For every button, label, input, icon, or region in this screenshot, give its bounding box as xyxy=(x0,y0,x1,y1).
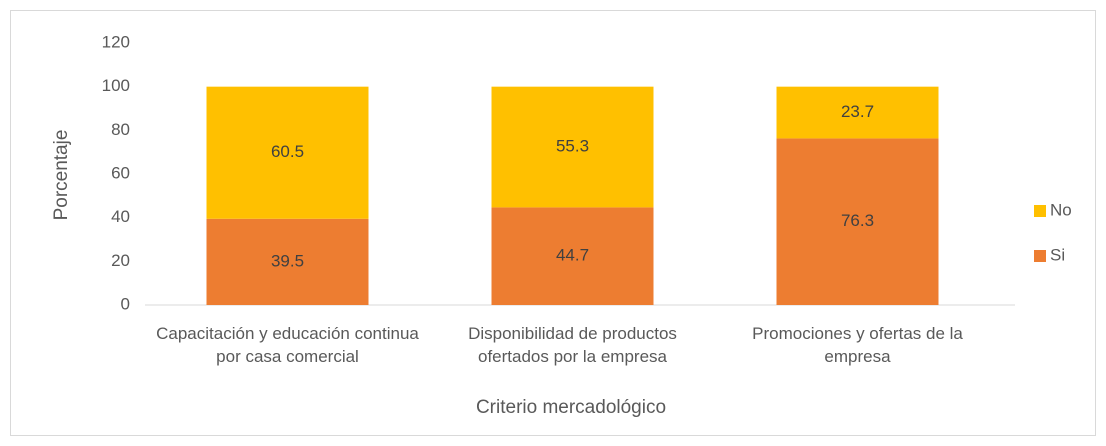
y-tick-label: 80 xyxy=(111,120,130,139)
data-label: 76.3 xyxy=(841,211,874,230)
data-label: 55.3 xyxy=(556,137,589,156)
legend-label: No xyxy=(1050,200,1072,219)
bar-segment xyxy=(491,207,654,305)
data-label: 23.7 xyxy=(841,102,874,121)
x-tick-label: Promociones y ofertas de la empresa xyxy=(752,324,963,366)
data-label: 44.7 xyxy=(556,246,589,265)
y-tick-label: 40 xyxy=(111,207,130,226)
bar-segment xyxy=(206,86,369,219)
y-tick-label: 0 xyxy=(121,294,130,313)
bar-segment xyxy=(776,86,939,139)
legend-label: Si xyxy=(1050,245,1065,264)
y-tick-label: 100 xyxy=(102,76,130,95)
x-axis-label: Criterio mercadológico xyxy=(476,397,666,418)
bar-segment xyxy=(776,138,939,305)
x-tick-label: Capacitación y educación continua por ca… xyxy=(156,324,419,366)
bar-segment xyxy=(491,86,654,208)
data-label: 60.5 xyxy=(271,142,304,161)
data-label: 39.5 xyxy=(271,251,304,270)
x-tick-label: Disponibilidad de productos ofertados po… xyxy=(468,324,677,366)
y-axis-label: Porcentaje xyxy=(51,130,72,221)
y-tick-label: 20 xyxy=(111,251,130,270)
legend-swatch xyxy=(1034,205,1046,217)
y-tick-label: 60 xyxy=(111,163,130,182)
bar-segment xyxy=(206,218,369,305)
y-tick-label: 120 xyxy=(102,32,130,51)
legend-swatch xyxy=(1034,250,1046,262)
